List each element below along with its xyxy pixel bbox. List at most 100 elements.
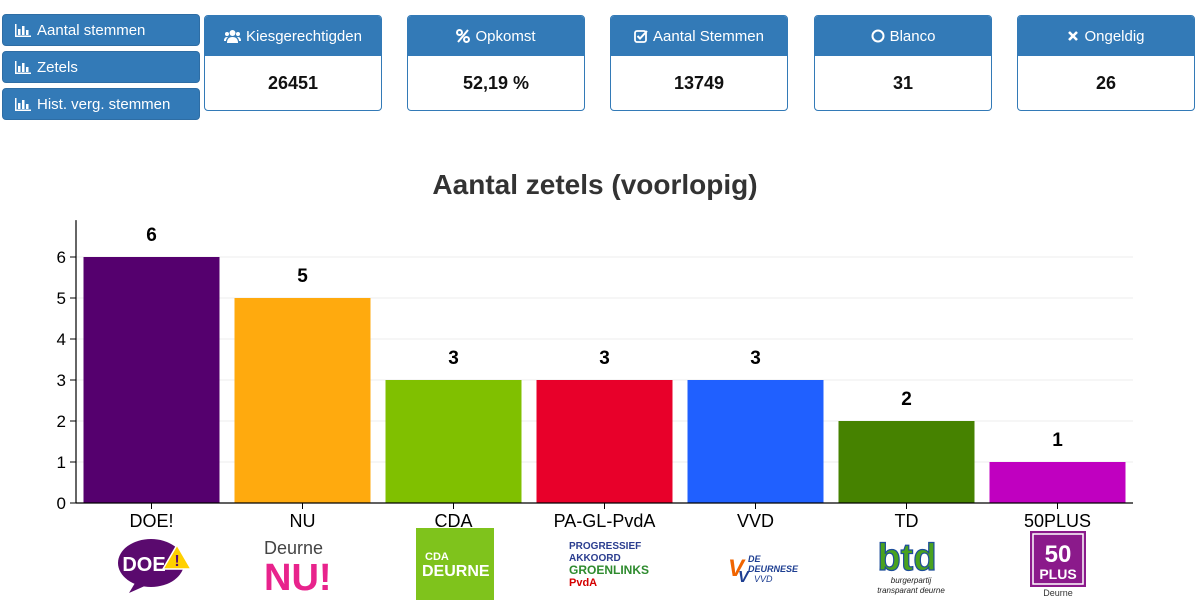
stat-card-aantal-stemmen: Aantal Stemmen 13749 [610, 15, 788, 111]
svg-text:Deurne: Deurne [1043, 588, 1073, 598]
svg-text:DOE: DOE [122, 554, 165, 576]
svg-text:PLUS: PLUS [1039, 566, 1076, 582]
svg-text:V: V [738, 569, 750, 586]
svg-text:NU!: NU! [264, 557, 332, 594]
logo-doe: DOE ! [99, 528, 209, 600]
logo-td: btd burgerpartij transparant deurne [852, 528, 962, 600]
stat-card-kiesgerechtigden: Kiesgerechtigden 26451 [204, 15, 382, 111]
times-icon [1068, 31, 1079, 41]
bar-chart-icon [15, 60, 31, 74]
nav-button-zetels[interactable]: Zetels [2, 51, 200, 83]
stat-card-header: Blanco [815, 16, 991, 56]
stat-label: Ongeldig [1084, 27, 1145, 45]
bar-pa-gl-pvda[interactable] [536, 380, 673, 503]
circle-icon [871, 29, 885, 43]
chart-bars: 6 5 3 3 3 2 1 [83, 225, 1126, 503]
data-label: 2 [901, 389, 912, 410]
doe-logo-icon: DOE ! [118, 539, 193, 593]
y-tick-label: 1 [57, 453, 66, 472]
data-label: 3 [448, 348, 459, 369]
bar-cda[interactable] [385, 380, 522, 503]
nav-button-hist-verg-stemmen[interactable]: Hist. verg. stemmen [2, 88, 200, 120]
svg-text:AKKOORD: AKKOORD [569, 553, 621, 564]
svg-text:burgerpartij: burgerpartij [891, 576, 932, 585]
stat-value: 13749 [673, 72, 725, 93]
x-tick-label: DOE! [129, 511, 173, 528]
stat-label: Opkomst [475, 27, 536, 45]
vvd-logo-icon: V V DE DEURNESE VVD [728, 554, 799, 586]
data-label: 3 [599, 348, 610, 369]
deurne-nu-logo-icon: Deurne NU! [264, 538, 332, 594]
svg-text:DEURNESE: DEURNESE [748, 564, 799, 574]
logo-cda: CDA DEURNE [400, 528, 510, 600]
svg-text:!: ! [174, 553, 179, 570]
stat-label: Blanco [889, 27, 936, 45]
y-tick-label: 4 [57, 330, 66, 349]
stat-card-ongeldig: Ongeldig 26 [1017, 15, 1195, 111]
btd-logo-icon: btd burgerpartij transparant deurne [877, 536, 945, 595]
stat-card-header: Ongeldig [1018, 16, 1194, 56]
nav-button-label: Zetels [37, 58, 78, 76]
bar-vvd[interactable] [687, 380, 824, 503]
logo-pa-gl-pvda: PROGRESSIEF AKKOORD GROENLINKS PvdA [551, 528, 661, 600]
bar-50plus[interactable] [989, 462, 1126, 503]
bar-chart-icon [15, 23, 31, 37]
stat-label: Kiesgerechtigden [246, 27, 362, 45]
svg-text:GROENLINKS: GROENLINKS [569, 563, 649, 577]
svg-text:DEURNE: DEURNE [422, 563, 490, 580]
stat-value: 52,19 % [462, 72, 530, 93]
chart-title: Aantal zetels (voorlopig) [432, 169, 757, 200]
svg-text:PvdA: PvdA [569, 577, 597, 589]
nav-button-label: Hist. verg. stemmen [37, 95, 171, 113]
data-label: 6 [146, 225, 157, 246]
svg-text:Deurne: Deurne [264, 538, 323, 558]
svg-text:V: V [728, 555, 746, 582]
svg-text:PROGRESSIEF: PROGRESSIEF [569, 541, 641, 552]
logo-50plus: 50 PLUS Deurne [1004, 528, 1114, 600]
y-tick-label: 5 [57, 289, 66, 308]
data-label: 5 [297, 266, 308, 287]
bar-doe-[interactable] [83, 257, 220, 503]
svg-text:DE: DE [748, 554, 761, 564]
cda-logo-icon: CDA DEURNE [416, 528, 494, 600]
svg-text:50: 50 [1045, 541, 1072, 568]
data-label: 3 [750, 348, 761, 369]
stat-value: 31 [892, 72, 914, 93]
users-icon [224, 30, 242, 43]
y-tick-label: 3 [57, 371, 66, 390]
x-tick-label: VVD [737, 511, 774, 528]
progressief-akkoord-logo-icon: PROGRESSIEF AKKOORD GROENLINKS PvdA [569, 541, 649, 589]
nav-button-label: Aantal stemmen [37, 21, 146, 39]
svg-text:CDA: CDA [425, 551, 449, 563]
stat-label: Aantal Stemmen [653, 27, 764, 45]
x-tick-label: TD [895, 511, 919, 528]
x-tick-label: CDA [434, 511, 472, 528]
svg-text:transparant deurne: transparant deurne [877, 586, 945, 595]
stat-card-blanco: Blanco 31 [814, 15, 992, 111]
logo-nu: Deurne NU! [250, 528, 360, 600]
stat-value: 26 [1095, 72, 1117, 93]
stat-value: 26451 [267, 72, 319, 93]
x-tick-label: 50PLUS [1024, 511, 1091, 528]
chart-nav: Aantal stemmen Zetels Hist. verg. stemme… [2, 14, 200, 125]
y-tick-label: 0 [57, 494, 66, 513]
data-label: 1 [1052, 430, 1063, 451]
nav-button-aantal-stemmen[interactable]: Aantal stemmen [2, 14, 200, 46]
stat-card-header: Opkomst [408, 16, 584, 56]
bar-nu[interactable] [234, 298, 371, 503]
stat-card-opkomst: Opkomst 52,19 % [407, 15, 585, 111]
50plus-logo-icon: 50 PLUS Deurne [1030, 531, 1086, 598]
chart-axes: 0 1 2 3 4 5 6 DOE! NU CDA PA-GL-PvdA VVD TD 50PLUS [57, 220, 1133, 528]
svg-text:VVD: VVD [754, 574, 773, 584]
svg-text:btd: btd [877, 537, 936, 579]
check-square-icon [634, 30, 648, 43]
seats-bar-chart: Aantal zetels (voorlopig) 6 5 3 3 3 2 1 0 1 2 3 4 5… [57, 169, 1133, 528]
stat-card-header: Aantal Stemmen [611, 16, 787, 56]
x-tick-label: PA-GL-PvdA [554, 511, 656, 528]
bar-td[interactable] [838, 421, 975, 503]
bar-chart-icon [15, 97, 31, 111]
y-tick-label: 2 [57, 412, 66, 431]
x-tick-label: NU [290, 511, 316, 528]
percent-icon [456, 29, 471, 43]
stat-card-header: Kiesgerechtigden [205, 16, 381, 56]
